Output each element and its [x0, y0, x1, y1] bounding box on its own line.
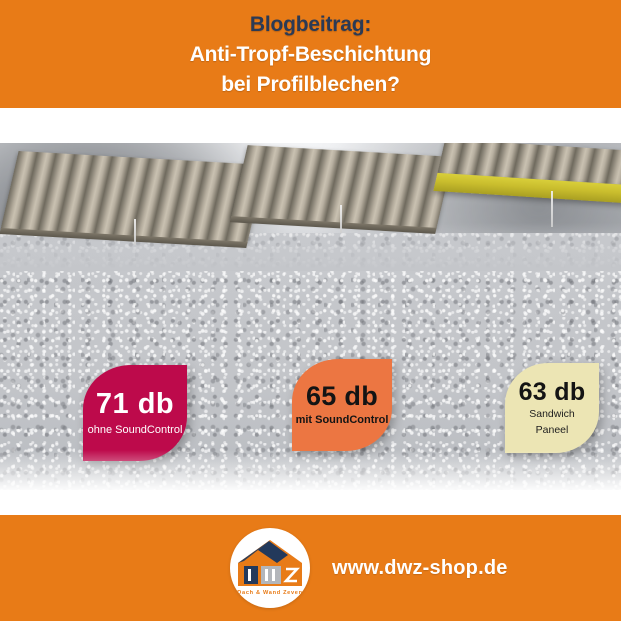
header-line-1: Blogbeitrag:: [249, 13, 372, 36]
badge-caption: ohne SoundControl: [87, 423, 183, 436]
header-banner: Blogbeitrag: Anti-Tropf-Beschichtung bei…: [0, 0, 621, 108]
sandwich-panel: [433, 143, 621, 204]
corrugated-sheet-1: [0, 151, 266, 248]
badge-71db: 71 db ohne SoundControl: [83, 365, 187, 461]
sheet-face: [231, 145, 453, 229]
callout-stem-2: [340, 205, 342, 233]
badge-63db: 63 db Sandwich Paneel: [505, 363, 599, 453]
website-url[interactable]: www.dwz-shop.de: [332, 556, 508, 579]
badge-caption-line-2: Paneel: [535, 423, 569, 436]
callout-stem-3: [551, 191, 553, 227]
badge-value: 71 db: [95, 387, 175, 420]
badge-caption: mit SoundControl: [295, 414, 389, 427]
badge-caption-line-1: Sandwich: [529, 407, 575, 420]
logo-artwork: Dach & Wand Zeven: [236, 536, 304, 600]
sheet-face: [0, 151, 266, 243]
callout-stem-1: [134, 219, 136, 245]
footer-bar: Dach & Wand Zeven www.dwz-shop.de: [0, 515, 621, 621]
badge-65db: 65 db mit SoundControl: [292, 359, 392, 451]
dwz-logo[interactable]: Dach & Wand Zeven: [230, 528, 310, 608]
logo-tagline: Dach & Wand Zeven: [237, 590, 302, 596]
product-photo: 71 db ohne SoundControl 65 db mit SoundC…: [0, 143, 621, 490]
header-line-2: Anti-Tropf-Beschichtung: [189, 43, 432, 66]
header-line-3: bei Profilblechen?: [221, 73, 400, 96]
badge-value: 65 db: [305, 381, 379, 412]
corrugated-sheet-2: [229, 145, 453, 234]
logo-svg: Dach & Wand Zeven: [237, 540, 302, 596]
badge-value: 63 db: [518, 377, 586, 406]
